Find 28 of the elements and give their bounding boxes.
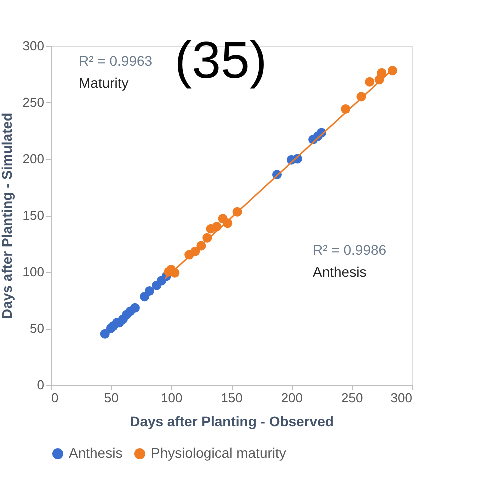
y-tick-label: 100 xyxy=(22,264,44,280)
x-tick-label: 250 xyxy=(341,390,364,406)
annotation: R² = 0.9963 xyxy=(79,53,153,69)
y-tick-label: 250 xyxy=(22,95,44,110)
x-tick-label: 200 xyxy=(281,390,304,406)
y-tick-label: 50 xyxy=(30,321,44,336)
legend-label: Anthesis xyxy=(69,445,123,461)
point xyxy=(144,286,154,296)
x-axis-title: Days after Planting - Observed xyxy=(130,414,334,430)
annotation: Anthesis xyxy=(313,264,367,280)
point xyxy=(130,303,140,313)
x-tick-label: 100 xyxy=(160,390,183,406)
y-tick-label: 200 xyxy=(22,152,44,166)
x-tick-label: 300 xyxy=(390,390,412,406)
y-tick-label: 0 xyxy=(37,378,44,392)
annotation: R² = 0.9986 xyxy=(313,242,387,258)
point xyxy=(100,329,110,339)
y-tick-label: 150 xyxy=(22,208,44,223)
point xyxy=(377,68,387,78)
point xyxy=(365,77,375,87)
y-axis-title: Days after Planting - Simulated xyxy=(0,112,15,320)
chart-title: (35) xyxy=(174,32,268,90)
x-tick-label: 0 xyxy=(52,390,59,406)
x-tick-label: 150 xyxy=(221,390,243,406)
y-tick-label: 300 xyxy=(22,38,44,54)
x-tick-label: 50 xyxy=(104,390,119,406)
annotation: Maturity xyxy=(79,75,129,91)
legend-label: Physiological maturity xyxy=(151,445,286,461)
